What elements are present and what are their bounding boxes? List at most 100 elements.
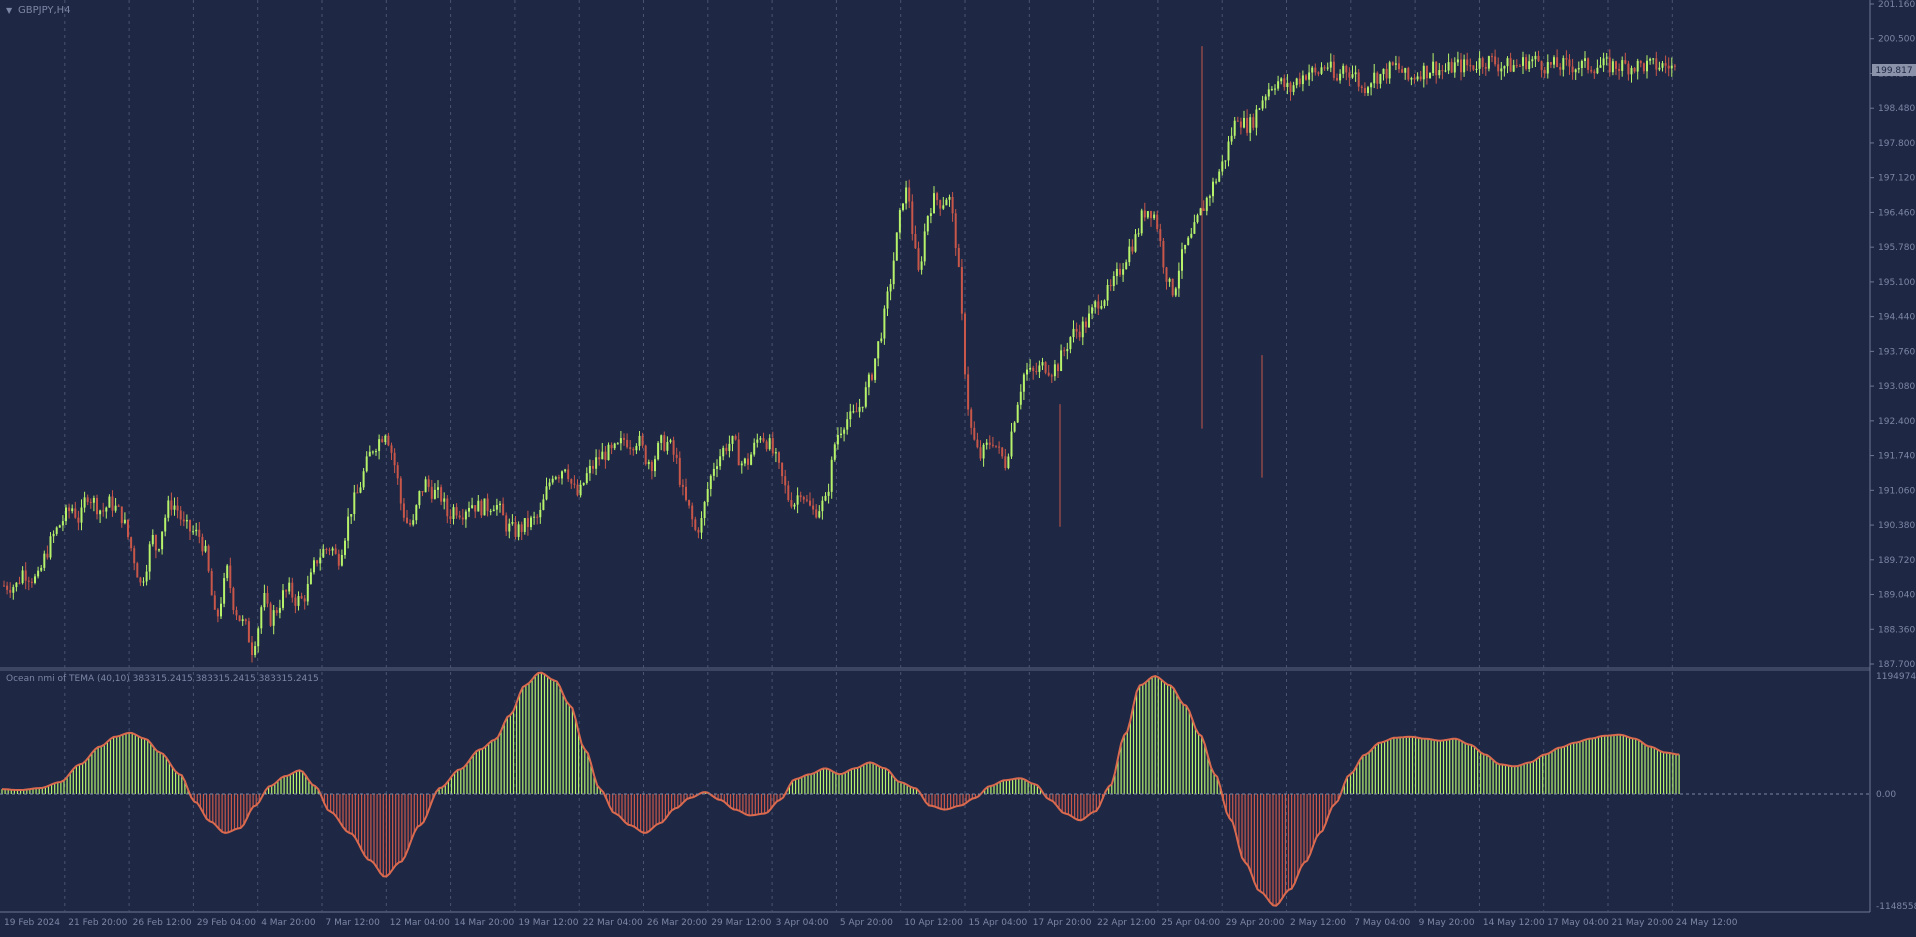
- candle-body: [585, 473, 588, 483]
- candle-body: [1363, 88, 1366, 94]
- candle-body: [1537, 55, 1540, 62]
- candle-body: [936, 193, 939, 201]
- time-axis-label: 21 May 20:00: [1612, 918, 1674, 928]
- candle-body: [74, 508, 77, 518]
- candle-body: [576, 484, 579, 496]
- candle-body: [598, 457, 601, 460]
- candle-body: [189, 520, 191, 532]
- candle-body: [1196, 215, 1199, 223]
- candle-body: [1205, 197, 1208, 211]
- candle-body: [864, 387, 867, 407]
- indicator-axis[interactable]: 1194974.6 0.00 -1148558: [1876, 672, 1916, 912]
- candle-body: [486, 498, 489, 512]
- candle-body: [1323, 67, 1326, 69]
- candle-body: [1156, 214, 1159, 230]
- candle-body: [852, 411, 855, 413]
- candle-body: [1515, 65, 1518, 67]
- candle-body: [1202, 208, 1205, 211]
- candle-body: [1267, 89, 1270, 97]
- price-axis-label: 196.460: [1878, 208, 1915, 218]
- candle-body: [1484, 66, 1487, 69]
- candle-body: [1224, 160, 1227, 162]
- candle-body: [1270, 89, 1273, 91]
- candle-body: [43, 553, 46, 568]
- candle-body: [1016, 404, 1019, 423]
- candle-body: [644, 445, 647, 465]
- candle-body: [350, 514, 353, 517]
- price-axis-label: 189.720: [1878, 556, 1915, 566]
- candle-body: [1512, 65, 1515, 72]
- candle-body: [1475, 68, 1478, 70]
- candle-body: [1146, 211, 1149, 218]
- candle-body: [638, 435, 641, 446]
- time-axis-label: 10 Apr 12:00: [904, 918, 963, 928]
- candle-body: [182, 519, 185, 522]
- collapse-arrow-icon[interactable]: ▼: [6, 6, 13, 15]
- candle-body: [1429, 73, 1431, 79]
- candle-body: [238, 615, 241, 622]
- candle-body: [427, 479, 430, 487]
- candle-body: [1277, 81, 1280, 89]
- candle-body: [1019, 391, 1022, 405]
- candle-body: [592, 465, 594, 469]
- candle-body: [27, 580, 30, 582]
- candle-body: [768, 438, 771, 450]
- candle-body: [406, 517, 408, 523]
- candle-body: [316, 560, 319, 564]
- candle-body: [787, 485, 790, 500]
- candle-body: [632, 448, 635, 451]
- candle-body: [272, 610, 275, 626]
- candle-body: [827, 491, 830, 496]
- candle-body: [1075, 328, 1078, 332]
- price-axis-label: 197.120: [1878, 174, 1915, 184]
- candle-body: [24, 570, 27, 581]
- candle-body: [551, 478, 554, 483]
- candle-body: [939, 200, 942, 209]
- candle-body: [669, 440, 672, 442]
- candle-body: [226, 565, 229, 579]
- candle-body: [1481, 58, 1484, 67]
- current-price-tag-bg: [1872, 64, 1916, 76]
- candle-body: [743, 458, 746, 464]
- candle-body: [1450, 62, 1453, 73]
- candle-body: [396, 465, 399, 479]
- candle-body: [1367, 87, 1369, 94]
- candle-body: [849, 411, 852, 420]
- candle-body: [148, 544, 151, 572]
- candle-body: [731, 435, 734, 444]
- candle-body: [331, 548, 334, 551]
- candle-body: [1410, 78, 1413, 80]
- time-axis[interactable]: 19 Feb 2024 21 Feb 20:00 26 Feb 12:00 29 Fe…: [4, 918, 1738, 928]
- time-axis-label: 3 Apr 04:00: [776, 918, 829, 928]
- candle-body: [1655, 58, 1658, 70]
- candle-body: [1078, 331, 1081, 338]
- candle-body: [477, 500, 480, 512]
- candle-body: [706, 489, 709, 503]
- candle-body: [1301, 75, 1304, 85]
- candle-body: [898, 210, 901, 233]
- candle-body: [1038, 365, 1041, 372]
- candle-body: [1438, 70, 1441, 76]
- candle-body: [164, 517, 167, 532]
- candle-body: [1159, 229, 1162, 242]
- candle-body: [1497, 64, 1500, 72]
- time-axis-label: 29 Mar 12:00: [711, 918, 771, 928]
- candle-body: [1115, 268, 1118, 277]
- candle-body: [762, 438, 765, 442]
- candle-body: [446, 498, 449, 517]
- candle-body: [517, 524, 520, 537]
- candle-body: [554, 477, 557, 479]
- candle-body: [207, 545, 210, 572]
- candle-body: [303, 598, 306, 602]
- candle-body: [40, 567, 43, 571]
- candle-body: [728, 443, 731, 451]
- candle-body: [86, 497, 89, 502]
- candle-body: [1618, 68, 1621, 71]
- candle-body: [1212, 181, 1214, 197]
- candle-body: [399, 478, 402, 504]
- time-axis-label: 22 Mar 04:00: [583, 918, 643, 928]
- candle-body: [613, 443, 616, 449]
- candle-body: [951, 196, 954, 214]
- candle-body: [1227, 141, 1230, 161]
